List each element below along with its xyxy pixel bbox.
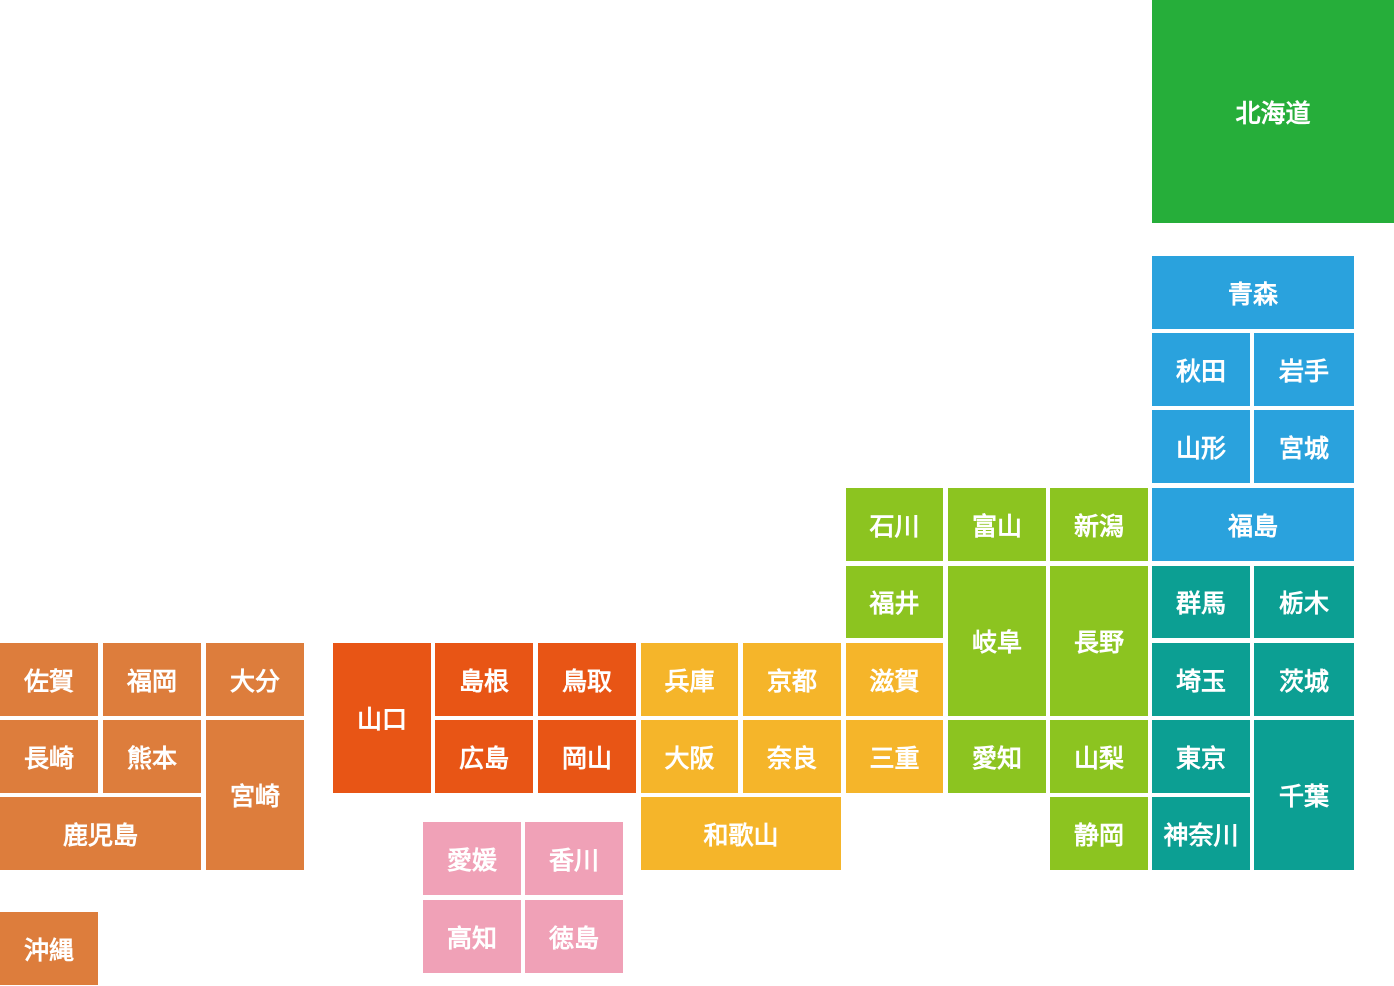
prefecture-kagawa[interactable]: 香川 bbox=[525, 822, 623, 895]
prefecture-iwate[interactable]: 岩手 bbox=[1254, 333, 1354, 406]
prefecture-saga[interactable]: 佐賀 bbox=[0, 643, 98, 716]
prefecture-mie[interactable]: 三重 bbox=[846, 720, 943, 793]
prefecture-akita[interactable]: 秋田 bbox=[1152, 333, 1250, 406]
prefecture-kumamoto[interactable]: 熊本 bbox=[103, 720, 201, 793]
prefecture-hokkaido[interactable]: 北海道 bbox=[1152, 0, 1394, 223]
prefecture-gifu[interactable]: 岐阜 bbox=[948, 566, 1046, 716]
prefecture-chiba[interactable]: 千葉 bbox=[1254, 720, 1354, 870]
prefecture-ibaraki[interactable]: 茨城 bbox=[1254, 643, 1354, 716]
prefecture-yamanashi[interactable]: 山梨 bbox=[1050, 720, 1148, 793]
prefecture-nagasaki[interactable]: 長崎 bbox=[0, 720, 98, 793]
prefecture-fukushima[interactable]: 福島 bbox=[1152, 488, 1354, 561]
prefecture-aichi[interactable]: 愛知 bbox=[948, 720, 1046, 793]
prefecture-tokyo[interactable]: 東京 bbox=[1152, 720, 1250, 793]
prefecture-nara[interactable]: 奈良 bbox=[743, 720, 841, 793]
prefecture-miyagi[interactable]: 宮城 bbox=[1254, 410, 1354, 483]
prefecture-hyogo[interactable]: 兵庫 bbox=[641, 643, 738, 716]
prefecture-ishikawa[interactable]: 石川 bbox=[846, 488, 943, 561]
prefecture-fukui[interactable]: 福井 bbox=[846, 566, 943, 638]
prefecture-tochigi[interactable]: 栃木 bbox=[1254, 566, 1354, 638]
prefecture-nagano[interactable]: 長野 bbox=[1050, 566, 1148, 716]
prefecture-shiga[interactable]: 滋賀 bbox=[846, 643, 943, 716]
prefecture-wakayama[interactable]: 和歌山 bbox=[641, 797, 841, 870]
prefecture-toyama[interactable]: 富山 bbox=[948, 488, 1046, 561]
prefecture-niigata[interactable]: 新潟 bbox=[1050, 488, 1148, 561]
prefecture-saitama[interactable]: 埼玉 bbox=[1152, 643, 1250, 716]
prefecture-kanagawa[interactable]: 神奈川 bbox=[1152, 797, 1250, 870]
prefecture-kyoto[interactable]: 京都 bbox=[743, 643, 841, 716]
prefecture-ehime[interactable]: 愛媛 bbox=[423, 822, 521, 895]
prefecture-tokushima[interactable]: 徳島 bbox=[525, 900, 623, 973]
prefecture-okayama[interactable]: 岡山 bbox=[538, 720, 636, 793]
prefecture-osaka[interactable]: 大阪 bbox=[641, 720, 738, 793]
prefecture-yamaguchi[interactable]: 山口 bbox=[333, 643, 431, 793]
prefecture-shimane[interactable]: 島根 bbox=[435, 643, 533, 716]
prefecture-hiroshima[interactable]: 広島 bbox=[435, 720, 533, 793]
prefecture-aomori[interactable]: 青森 bbox=[1152, 256, 1354, 329]
prefecture-shizuoka[interactable]: 静岡 bbox=[1050, 797, 1148, 870]
prefecture-fukuoka[interactable]: 福岡 bbox=[103, 643, 201, 716]
prefecture-oita[interactable]: 大分 bbox=[206, 643, 304, 716]
prefecture-miyazaki[interactable]: 宮崎 bbox=[206, 720, 304, 870]
prefecture-kochi[interactable]: 高知 bbox=[423, 900, 521, 973]
prefecture-tottori[interactable]: 鳥取 bbox=[538, 643, 636, 716]
prefecture-gunma[interactable]: 群馬 bbox=[1152, 566, 1250, 638]
prefecture-okinawa[interactable]: 沖縄 bbox=[0, 912, 98, 985]
prefecture-kagoshima[interactable]: 鹿児島 bbox=[0, 797, 201, 870]
prefecture-yamagata[interactable]: 山形 bbox=[1152, 410, 1250, 483]
